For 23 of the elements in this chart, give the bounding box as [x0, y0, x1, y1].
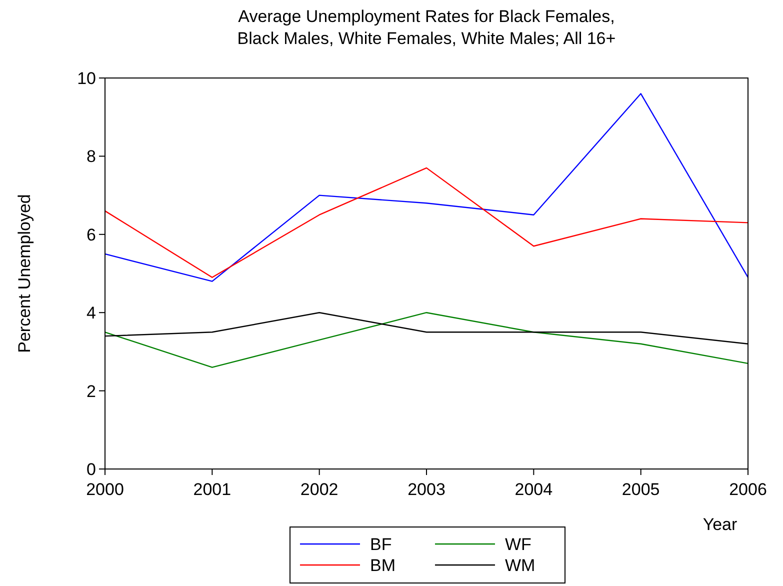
x-tick-label: 2000 — [86, 480, 124, 499]
x-tick-label: 2003 — [408, 480, 446, 499]
line-series — [104, 93, 749, 282]
legend-label: BF — [370, 534, 392, 554]
y-tick-label: 10 — [77, 68, 96, 88]
y-tick-label: 0 — [86, 460, 96, 479]
x-tick-label: 2005 — [622, 480, 660, 499]
y-tick-label: 8 — [86, 147, 96, 166]
x-tick-label: 2006 — [729, 480, 767, 499]
y-tick-label: 6 — [86, 225, 96, 244]
x-tick-label: 2004 — [514, 480, 553, 499]
chart-title: Average Unemployment Rates for Black Females, Black Males, White Females, White Males; All 16+ — [237, 7, 616, 48]
line-series — [104, 312, 749, 368]
y-tick-label: 4 — [86, 304, 96, 323]
legend-label: WM — [505, 556, 536, 575]
y-axis-title: Percent Unemployed — [15, 194, 34, 353]
legend-label: WF — [505, 534, 532, 554]
line-series — [104, 167, 749, 278]
x-axis-title: Year — [702, 515, 738, 534]
x-tick-label: 2001 — [193, 480, 232, 499]
x-tick-label: 2002 — [300, 480, 338, 499]
y-tick-label: 2 — [86, 382, 96, 401]
legend-label: BM — [370, 556, 396, 575]
